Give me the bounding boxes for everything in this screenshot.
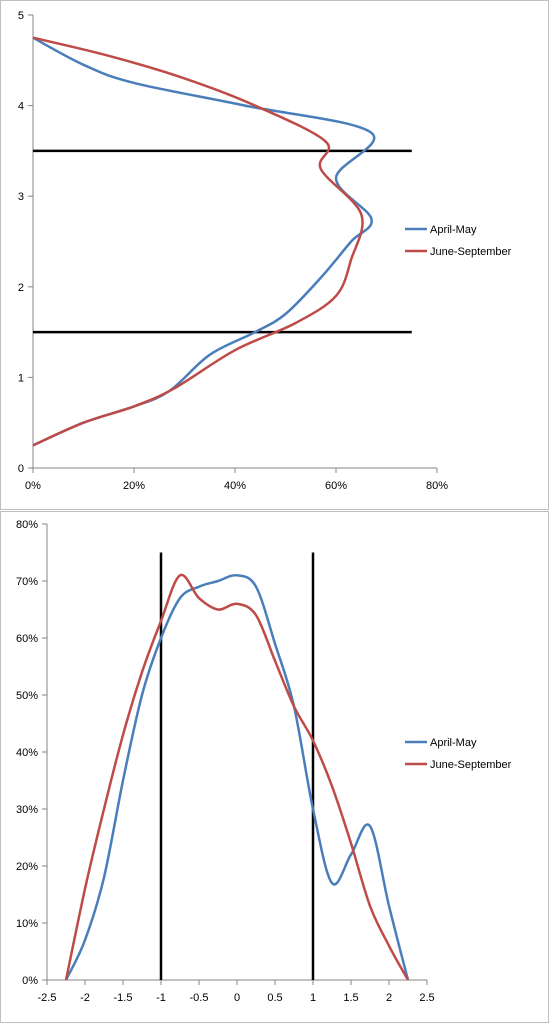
chart-panel-top: 0% 20% 40% 60% 80% 0 1 2 3 4 5 April-May June-Septem… xyxy=(0,0,549,510)
x-tick-label: 1 xyxy=(310,992,316,1004)
chart-panel-bottom: -2.5 -2 -1.5 -1 -0.5 0 0.5 1 1.5 2 2.5 0% 10% 20% 30% 4… xyxy=(0,511,549,1023)
x-tick-label: -0.5 xyxy=(190,992,209,1004)
legend-label: June-September xyxy=(430,759,512,771)
series-line-june-september xyxy=(64,573,410,981)
legend-label: April-May xyxy=(430,737,477,749)
y-tick-label: 0 xyxy=(18,463,24,475)
y-tick-label: 4 xyxy=(18,101,24,113)
x-tick-label: -1.5 xyxy=(114,992,133,1004)
x-tick-label: 1.5 xyxy=(343,992,358,1004)
series-line-april-may xyxy=(64,573,410,981)
y-tick-label: 5 xyxy=(18,10,24,22)
x-tick-label: -1 xyxy=(156,992,166,1004)
series-line-april-may xyxy=(32,36,376,447)
y-tick-label: 30% xyxy=(16,804,38,816)
y-tick-label: 50% xyxy=(16,690,38,702)
y-tick-label: 70% xyxy=(16,576,38,588)
y-tick-label: 0% xyxy=(22,975,38,987)
x-tick-label: 0% xyxy=(25,480,41,492)
x-tick-label: -2.5 xyxy=(38,992,57,1004)
series-line-june-september xyxy=(32,36,364,447)
x-tick-label: 40% xyxy=(224,480,246,492)
y-tick-label: 40% xyxy=(16,747,38,759)
y-tick-label: 20% xyxy=(16,861,38,873)
y-tick-label: 10% xyxy=(16,918,38,930)
x-tick-label: 0 xyxy=(234,992,240,1004)
y-tick-label: 80% xyxy=(16,519,38,531)
legend-label: April-May xyxy=(430,224,477,236)
chart-top: 0% 20% 40% 60% 80% 0 1 2 3 4 5 April-May June-Septem… xyxy=(18,10,512,492)
y-tick-label: 1 xyxy=(18,372,24,384)
y-tick-label: 2 xyxy=(18,282,24,294)
y-tick-label: 3 xyxy=(18,191,24,203)
x-tick-label: 20% xyxy=(123,480,145,492)
x-tick-label: 0.5 xyxy=(267,992,282,1004)
y-tick-label: 60% xyxy=(16,633,38,645)
chart-bottom: -2.5 -2 -1.5 -1 -0.5 0 0.5 1 1.5 2 2.5 0% 10% 20% 30% 4… xyxy=(16,519,512,1004)
x-tick-label: 80% xyxy=(426,480,448,492)
x-tick-label: 2 xyxy=(386,992,392,1004)
x-tick-label: -2 xyxy=(80,992,90,1004)
legend-label: June-September xyxy=(430,246,512,258)
x-tick-label: 2.5 xyxy=(419,992,434,1004)
x-tick-label: 60% xyxy=(325,480,347,492)
